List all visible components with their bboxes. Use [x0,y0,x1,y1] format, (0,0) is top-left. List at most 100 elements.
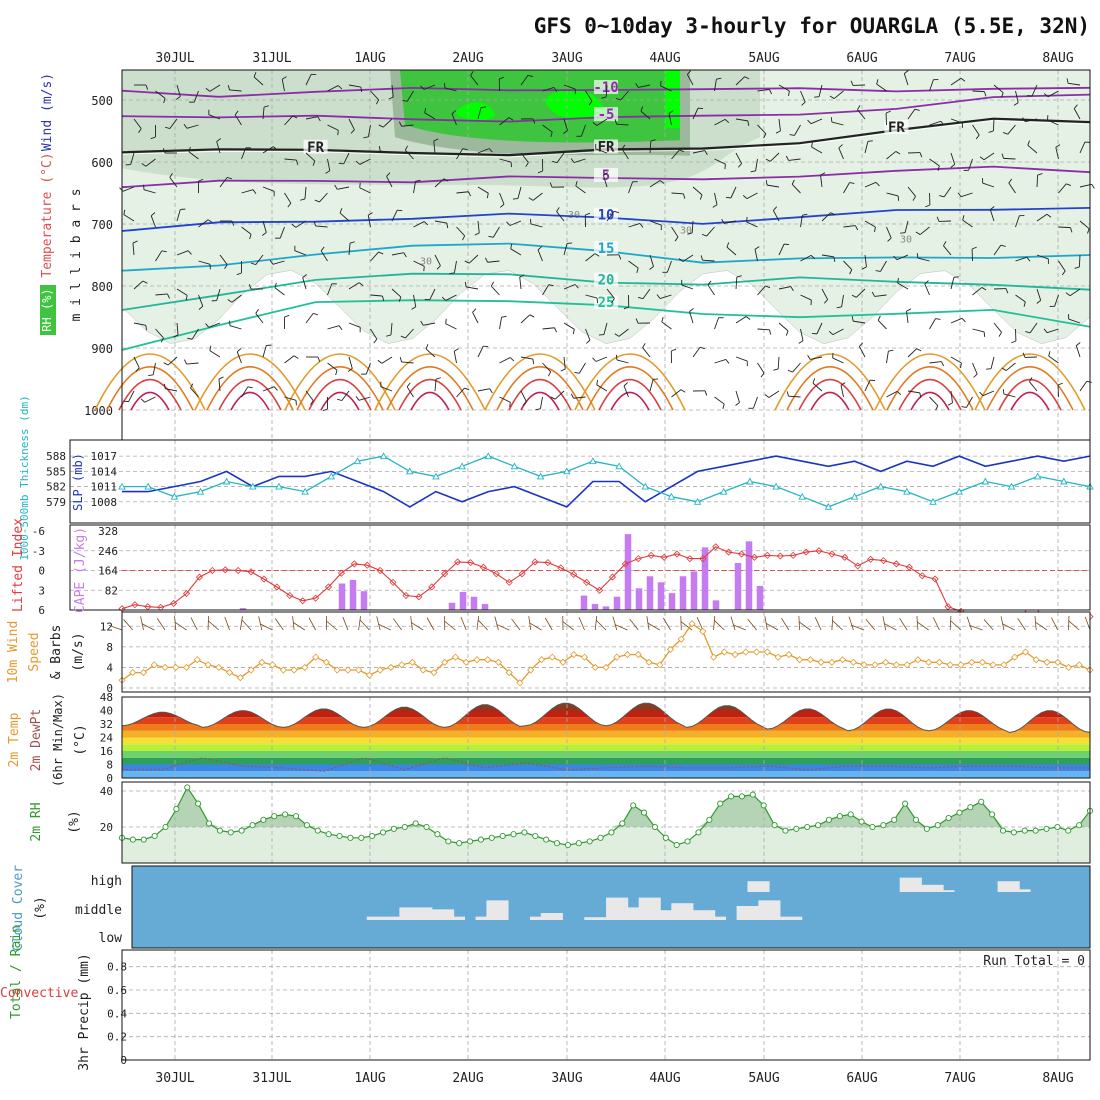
cape-bar [338,583,346,610]
rh2m-marker [401,823,408,831]
surface-wind-barb [411,622,424,631]
wind-barb-flag [424,107,427,113]
li-marker [828,550,836,558]
wind-speed-marker [602,663,610,671]
contour-label-bg [594,295,618,310]
wind-barb-flag [687,232,693,235]
wind-barb [472,312,479,324]
wind-speed-marker [903,661,911,669]
temp-tick-label: 24 [100,732,114,745]
wind-barb-flag [216,138,222,142]
warm-temperature-contour [886,366,974,411]
wind-barb-flag [704,150,708,155]
date-label-bottom: 8AUG [1042,1071,1073,1086]
wind-barb [348,243,351,256]
wind-barb [284,396,297,401]
rh2m-marker [912,816,920,823]
wind-barb-flag [701,233,707,237]
wind-barb [778,243,785,256]
wind-barb-flag [867,140,873,142]
wind-speed-marker [247,666,255,674]
wind-speed-marker [269,661,277,669]
wind-speed-marker [129,669,137,677]
wind-barb-flag [163,383,166,389]
wind-barb [929,79,934,92]
rh-axis-label: RH (%) [40,288,54,331]
wind-barb [241,226,252,235]
precip-tick-label: 0.2 [107,1031,127,1044]
wind-barb-flag [769,329,772,335]
panel-frame [121,949,1091,1061]
wind-barb-flag [724,119,730,124]
rh2m-marker [151,832,158,840]
rh2m-marker [978,798,985,805]
thickness-marker [719,487,728,495]
wind-barb-flag [255,308,259,314]
wind-barb-flag [415,179,421,182]
wind-barb-flag [699,346,705,350]
wind-barb-flag [875,270,881,272]
wind-barb-flag [1046,213,1052,218]
thickness-marker [1060,477,1068,485]
cloud-middle-bar [790,916,803,920]
wind-speed-marker [559,658,567,666]
wind-barb-flag [162,148,166,154]
wind-barb [284,158,297,161]
wind-barb [993,244,1002,256]
wind-barb-flag [1048,351,1051,357]
wind-barb [198,219,209,228]
wind-barb [585,90,593,102]
wind-barb-flag [773,368,779,371]
cloud-high-bar [1019,889,1031,892]
surface-wind-barb [932,617,940,631]
wind-barb [563,243,568,256]
surface-wind-barb [883,623,897,631]
wind-barb [1073,108,1081,120]
li-marker [273,583,281,591]
wind-barb [304,186,307,199]
wind-barb [972,328,985,333]
wind-barb [519,277,522,290]
wind-barb [337,186,350,190]
wind-barb-flag [484,257,488,263]
wind-barb [810,118,823,125]
li-marker [389,578,397,586]
wind-barb [284,115,293,126]
rh2m-marker [967,804,974,811]
li-marker [867,555,875,563]
wind-barb [219,177,228,188]
surface-wind-barb [108,624,123,631]
wind-barb-flag [960,77,966,82]
rh2m-marker [184,784,191,791]
wind-barb-flag [943,241,947,246]
wind-barb-flag [560,368,566,372]
wind-barb [660,85,672,92]
wind-barb [532,192,543,201]
wind-barb-flag [874,226,876,233]
wind-barb [466,286,479,290]
wind-barb-flag [763,133,767,139]
warm-temperature-contour [218,379,282,411]
date-label-bottom: 30JUL [155,1071,194,1086]
wind-barb-flag [359,182,361,188]
wind-barb-flag [436,265,441,270]
wind-speed-marker [978,658,987,666]
wind-speed-marker [1043,658,1051,666]
wind-barb-flag [939,195,945,198]
wind-barb [155,90,166,99]
wind-barb [692,150,705,154]
wind-barb [209,350,221,358]
warm-temperature-contour [194,353,306,411]
rh2m-marker [162,823,169,831]
wind-barb [755,158,758,171]
wind-barb [1068,318,1081,324]
li-marker [673,550,681,558]
wind-barb-flag [198,178,204,182]
wind-speed-marker [935,658,943,666]
cloud-high-bar [899,877,911,892]
wind-barb-flag [621,144,626,150]
rh2m-marker [989,811,996,818]
wind-barb-flag [896,391,902,396]
rh2m-marker [804,823,811,831]
wind-barb-flag [725,359,730,364]
